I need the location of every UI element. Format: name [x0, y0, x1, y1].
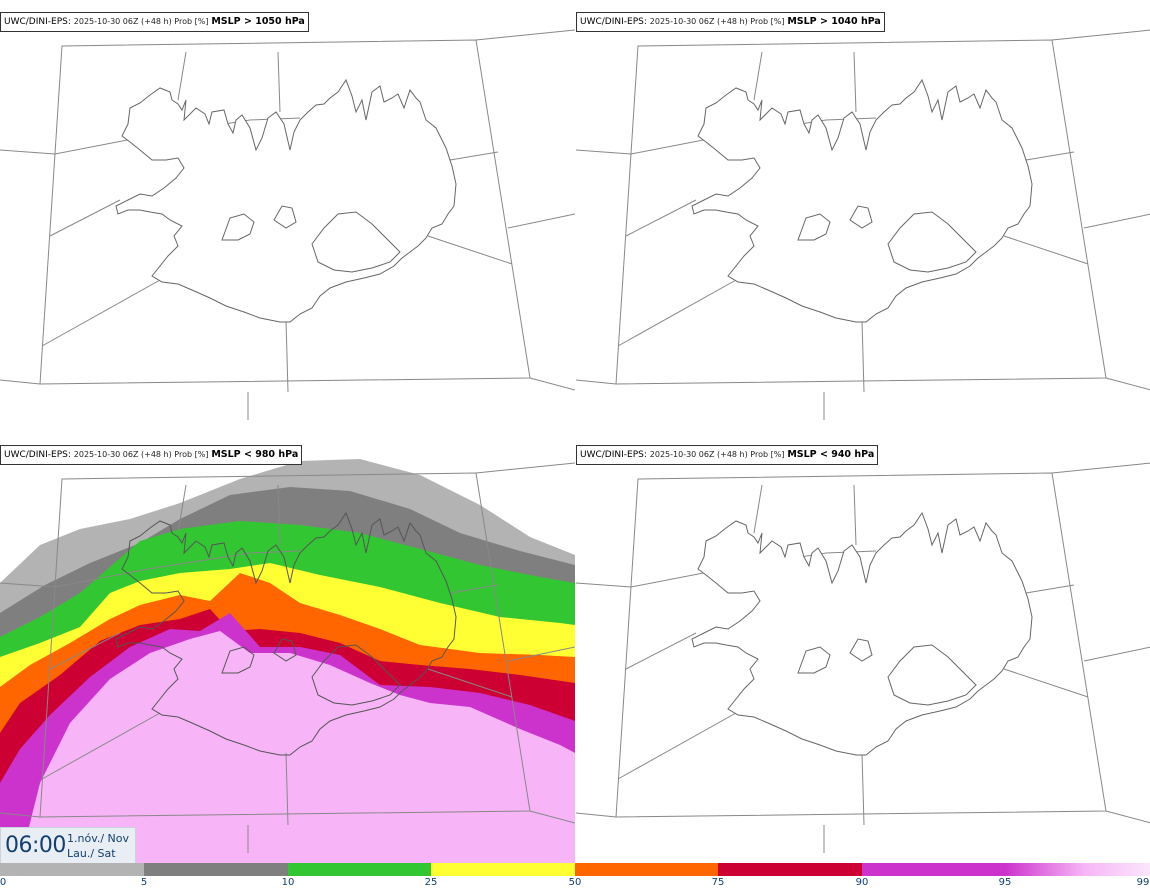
legend-tick-99: 99 — [1136, 877, 1150, 888]
iceland-coastline — [691, 79, 1033, 323]
map-panel-mslp-lt-980: UWC/DINI-EPS: 2025-10-30 06Z (+48 h) Pro… — [0, 433, 575, 863]
legend-tick-10: 10 — [281, 877, 295, 888]
prob-band-99 — [20, 631, 575, 863]
panel-title: UWC/DINI-EPS: 2025-10-30 06Z (+48 h) Pro… — [576, 12, 885, 32]
iceland-coastline — [115, 79, 457, 323]
valid-date-label: 1.nóv./ Nov — [67, 832, 130, 845]
legend-tick-75: 75 — [711, 877, 725, 888]
legend-swatch-90 — [862, 863, 1005, 876]
panel-title: UWC/DINI-EPS: 2025-10-30 06Z (+48 h) Pro… — [0, 445, 303, 465]
legend-tick-50: 50 — [568, 877, 582, 888]
map-panel-mslp-lt-940: UWC/DINI-EPS: 2025-10-30 06Z (+48 h) Pro… — [576, 433, 1150, 863]
threshold-label: MSLP > 1040 hPa — [787, 16, 881, 27]
probability-field — [0, 459, 575, 863]
legend-swatch-25 — [431, 863, 575, 876]
legend-swatch-0 — [0, 863, 144, 876]
legend-swatch-95 — [1005, 863, 1150, 876]
model-label: UWC/DINI-EPS — [580, 17, 644, 27]
legend-tick-0: 0 — [0, 877, 7, 888]
model-label: UWC/DINI-EPS — [4, 450, 68, 460]
valid-time-clock: 06:00 — [5, 833, 66, 858]
run-label: 2025-10-30 06Z (+48 h) Prob [%] — [649, 17, 785, 26]
model-label: UWC/DINI-EPS — [4, 17, 68, 27]
threshold-label: MSLP < 940 hPa — [787, 449, 875, 460]
legend-tick-95: 95 — [998, 877, 1012, 888]
map-panel-mslp-gt-1050: UWC/DINI-EPS: 2025-10-30 06Z (+48 h) Pro… — [0, 0, 575, 433]
probability-legend: 0 5 10 25 50 75 90 95 99 — [0, 863, 1150, 891]
threshold-label: MSLP < 980 hPa — [211, 449, 299, 460]
legend-tick-90: 90 — [855, 877, 869, 888]
legend-swatch-75 — [718, 863, 862, 876]
map-canvas — [0, 459, 575, 863]
legend-swatch-10 — [288, 863, 431, 876]
run-label: 2025-10-30 06Z (+48 h) Prob [%] — [649, 450, 785, 459]
run-label: 2025-10-30 06Z (+48 h) Prob [%] — [73, 17, 209, 26]
map-canvas — [0, 29, 575, 421]
model-label: UWC/DINI-EPS — [580, 450, 644, 460]
map-canvas — [576, 29, 1150, 421]
panel-title: UWC/DINI-EPS: 2025-10-30 06Z (+48 h) Pro… — [0, 12, 309, 32]
iceland-coastline — [691, 512, 1033, 756]
panel-title: UWC/DINI-EPS: 2025-10-30 06Z (+48 h) Pro… — [576, 445, 879, 465]
valid-time-box: 06:00 1.nóv./ Nov Lau./ Sat — [0, 827, 136, 865]
valid-day-label: Lau./ Sat — [67, 847, 116, 860]
legend-swatch-50 — [575, 863, 718, 876]
map-panel-mslp-gt-1040: UWC/DINI-EPS: 2025-10-30 06Z (+48 h) Pro… — [576, 0, 1150, 433]
map-canvas — [576, 462, 1150, 854]
run-label: 2025-10-30 06Z (+48 h) Prob [%] — [73, 450, 209, 459]
legend-tick-5: 5 — [140, 877, 148, 888]
threshold-label: MSLP > 1050 hPa — [211, 16, 305, 27]
legend-swatch-5 — [144, 863, 288, 876]
legend-tick-25: 25 — [424, 877, 438, 888]
